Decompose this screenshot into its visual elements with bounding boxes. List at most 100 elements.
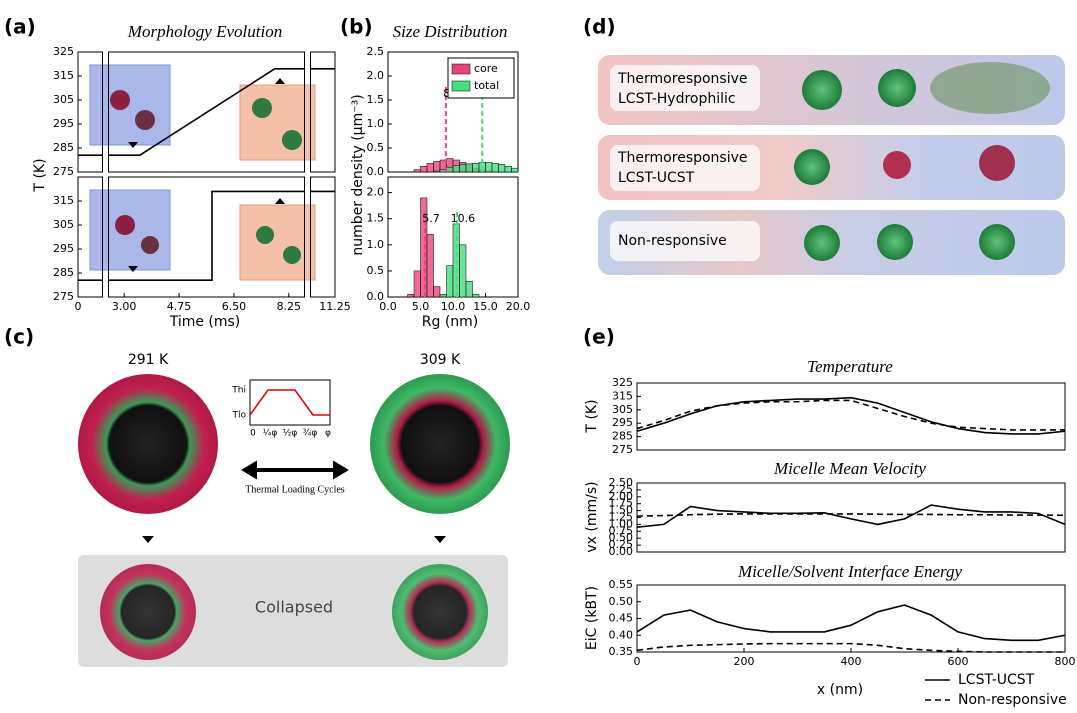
- bar: [473, 163, 480, 172]
- legend-swatch: [452, 64, 470, 74]
- y-tick-label: 285: [53, 266, 74, 279]
- bar: [434, 287, 441, 297]
- bar: [434, 161, 441, 172]
- inset-x-label: ¾φ: [303, 429, 318, 439]
- inset-x-label: 0: [250, 429, 256, 439]
- bar: [414, 271, 421, 297]
- bar: [427, 234, 434, 297]
- chart-title: Micelle/Solvent Interface Energy: [737, 562, 963, 581]
- x-tick-label: 0.0: [379, 300, 397, 313]
- panel-label: (a): [4, 15, 36, 39]
- row-label: LCST-Hydrophilic: [618, 91, 736, 107]
- bar: [427, 163, 434, 172]
- y-tick-label: 0.5: [367, 264, 385, 277]
- y-tick-label: 285: [612, 430, 633, 443]
- y-tick-label: 275: [612, 443, 633, 456]
- temp-label: 309 K: [420, 352, 461, 368]
- y-tick-label: 305: [53, 218, 74, 231]
- y-tick-label: 1.0: [367, 117, 385, 130]
- legend-label: Non-responsive: [958, 692, 1067, 708]
- y-axis-label: number density (μm⁻³): [350, 94, 366, 255]
- panel-d: Thermoresponsive LCST-Hydrophilic Thermo…: [598, 55, 1065, 275]
- y-tick-label: 285: [53, 141, 74, 154]
- chart-title: Temperature: [807, 357, 893, 376]
- line: [637, 514, 1065, 516]
- y-tick-label: 2.5: [367, 45, 385, 58]
- x-tick-label: 5.0: [412, 300, 430, 313]
- x-tick-label: 600: [948, 655, 969, 668]
- bar: [453, 165, 460, 172]
- y-tick-label: 295: [612, 416, 633, 429]
- x-tick-label: 10.0: [441, 300, 466, 313]
- line: [637, 398, 1065, 434]
- bar: [434, 171, 441, 172]
- row-label: LCST-UCST: [618, 170, 695, 186]
- y-tick-label: 2.0: [367, 69, 385, 82]
- y-tick-label: 315: [53, 69, 74, 82]
- x-tick-label: 20.0: [506, 300, 531, 313]
- y-tick-label: 0.40: [609, 628, 634, 641]
- x-axis-label: Rg (nm): [422, 314, 479, 330]
- legend-label: total: [474, 79, 499, 92]
- x-tick-label: 800: [1055, 655, 1076, 668]
- bar: [421, 166, 428, 172]
- x-tick-label: 3.00: [112, 300, 137, 313]
- legend-label: LCST-UCST: [958, 672, 1035, 688]
- bar: [447, 266, 454, 297]
- y-tick-label: 295: [53, 242, 74, 255]
- bar: [466, 164, 473, 172]
- bar: [414, 170, 421, 172]
- y-tick-label: 275: [53, 290, 74, 303]
- marker-label: 5.7: [422, 212, 440, 225]
- y-tick-label: 0.45: [609, 612, 634, 625]
- y-tick-label: 1.0: [367, 238, 385, 251]
- y-tick-label: 325: [612, 376, 633, 389]
- bar: [440, 294, 447, 297]
- inset-y-label: Tlo: [231, 411, 246, 421]
- x-tick-label: 200: [734, 655, 755, 668]
- inset-y-label: Thi: [231, 386, 246, 396]
- y-axis-label: EiC (kBT): [584, 586, 600, 650]
- x-axis-label: Time (ms): [169, 314, 241, 330]
- inset-x-label: ¼φ: [263, 429, 278, 439]
- bar: [460, 245, 467, 297]
- panel-label: (b): [340, 15, 373, 39]
- y-axis-label: vx (mm/s): [584, 481, 600, 552]
- y-tick-label: 325: [53, 45, 74, 58]
- y-tick-label: 315: [53, 194, 74, 207]
- bar: [492, 163, 499, 172]
- y-tick-label: 315: [612, 389, 633, 402]
- x-tick-label: 400: [841, 655, 862, 668]
- bar: [473, 294, 480, 297]
- panel-label: (d): [583, 15, 616, 39]
- y-tick-label: 1.5: [367, 212, 385, 225]
- figure: 291 K 309 K Collapsed Thermal Loading Cy…: [0, 0, 1077, 709]
- row-label: Thermoresponsive: [617, 150, 748, 166]
- bar: [447, 167, 454, 172]
- bar: [408, 294, 415, 297]
- x-tick-label: 6.50: [222, 300, 247, 313]
- y-tick-label: 0.55: [609, 578, 634, 591]
- y-tick-label: 1.5: [367, 93, 385, 106]
- y-axis-label: T (K): [584, 399, 600, 433]
- bar: [499, 164, 506, 172]
- cycle-label: Thermal Loading Cycles: [245, 484, 345, 495]
- bar: [466, 281, 473, 297]
- y-tick-label: 275: [53, 165, 74, 178]
- row-label: Thermoresponsive: [617, 71, 748, 87]
- plot-frame: [637, 483, 1065, 552]
- y-tick-label: 305: [612, 403, 633, 416]
- y-tick-label: 0.35: [609, 645, 634, 658]
- y-tick-label: 295: [53, 117, 74, 130]
- panel-c: 291 K 309 K Collapsed Thermal Loading Cy…: [78, 352, 510, 667]
- line: [637, 605, 1065, 640]
- bar: [512, 168, 519, 172]
- y-tick-label: 0.0: [367, 165, 385, 178]
- inset-x-label: φ: [325, 429, 331, 439]
- y-axis-label: T (K): [32, 158, 48, 192]
- x-tick-label: 8.25: [277, 300, 302, 313]
- x-tick-label: 0: [634, 655, 641, 668]
- plot-frame: [637, 585, 1065, 652]
- x-tick-label: 15.0: [473, 300, 498, 313]
- marker-label: 10.6: [451, 212, 476, 225]
